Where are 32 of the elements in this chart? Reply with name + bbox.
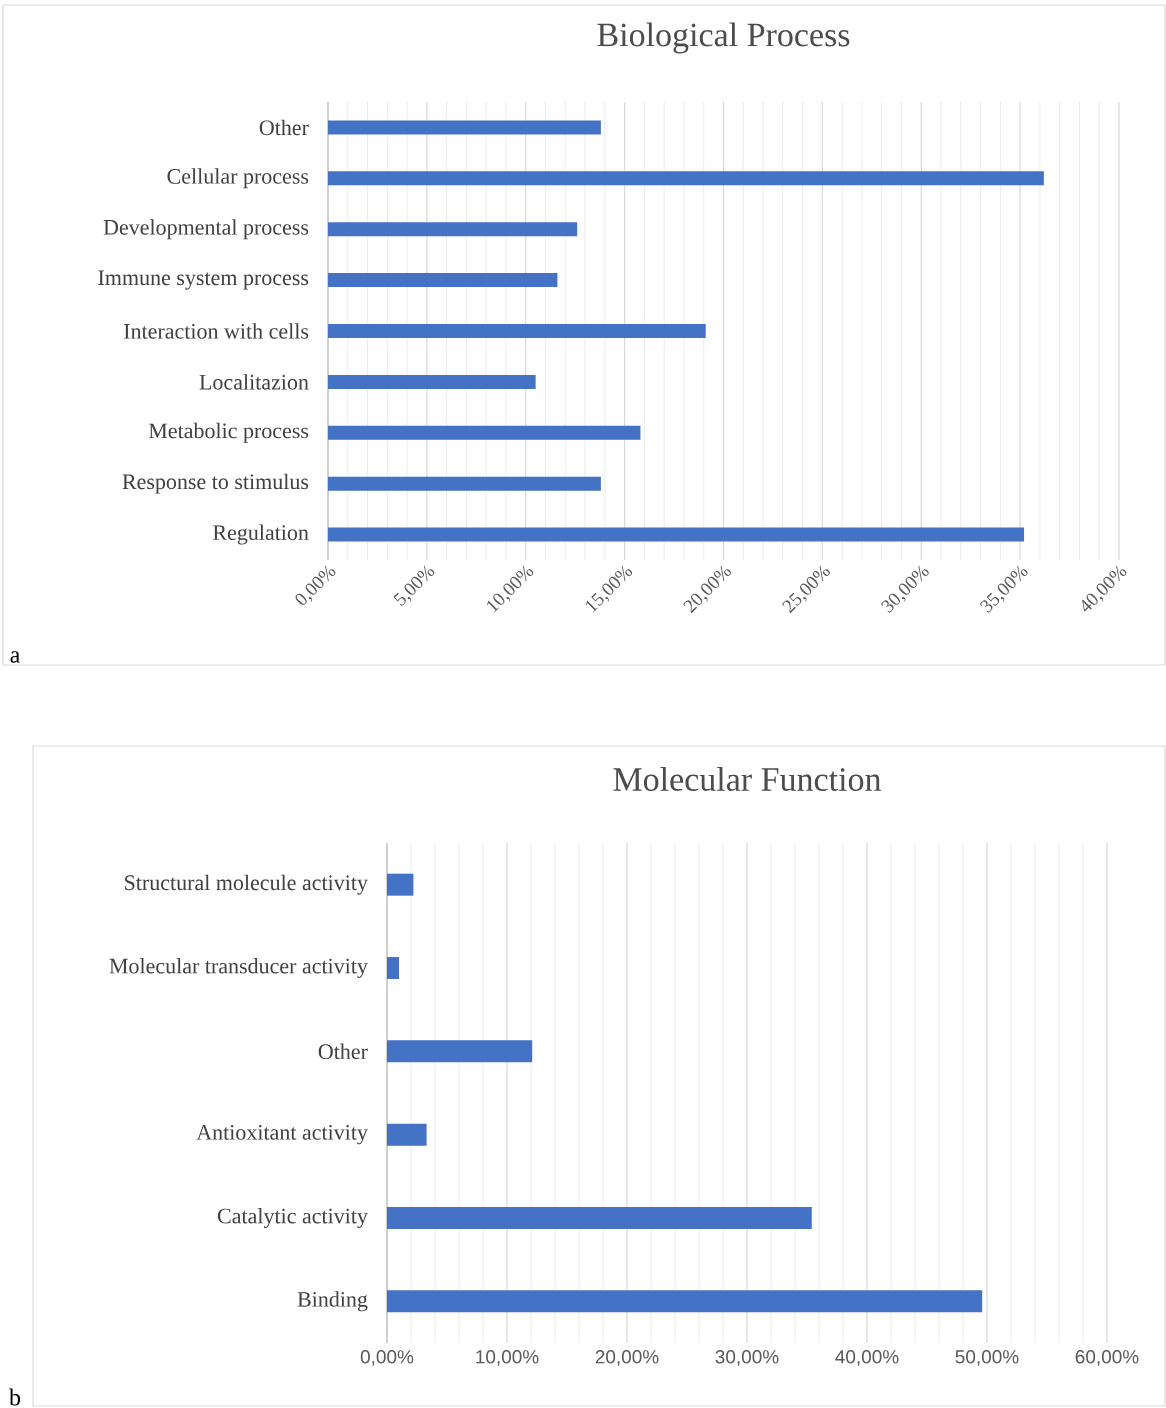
x-tick-label: 0,00% xyxy=(360,1350,414,1366)
y-tick-label: Structural molecule activity xyxy=(125,874,368,895)
chart-title: Biological Process xyxy=(597,22,850,54)
y-tick-label: Cellular process xyxy=(167,168,309,189)
y-tick-label: Molecular transducer activity xyxy=(109,958,368,978)
y-tick-label: Catalytic activity xyxy=(217,1208,368,1228)
x-tick-label: 60,00% xyxy=(1075,1350,1139,1366)
y-tick-label: Other xyxy=(259,119,309,136)
y-tick-label: Antioxitant activity xyxy=(196,1125,368,1145)
x-tick-label: 40,00% xyxy=(835,1350,899,1366)
bar xyxy=(387,1207,812,1229)
y-tick-label: Developmental process xyxy=(103,219,309,240)
bar xyxy=(387,957,399,979)
y-tick-label: Other xyxy=(318,1043,368,1060)
bar xyxy=(387,1123,427,1146)
y-tick-label: Regulation xyxy=(213,524,309,545)
y-tick-label: Response to stimulus xyxy=(122,473,309,494)
text: a xyxy=(10,651,20,663)
x-tick-label: 50,00% xyxy=(955,1350,1019,1366)
y-tick-label: Interaction with cells xyxy=(124,323,309,339)
chart-title: Molecular Function xyxy=(613,767,882,791)
bar xyxy=(387,1040,533,1063)
bar xyxy=(387,1290,983,1313)
bar xyxy=(387,873,414,896)
y-tick-label: Localitazion xyxy=(199,374,309,390)
text: b xyxy=(9,1388,21,1406)
x-tick-label: 30,00% xyxy=(715,1350,779,1366)
x-tick-label: 20,00% xyxy=(595,1350,659,1366)
x-tick-label: 10,00% xyxy=(476,1350,539,1366)
y-tick-label: Binding xyxy=(297,1291,368,1312)
y-tick-label: Metabolic process xyxy=(148,422,309,443)
y-tick-label: Immune system process xyxy=(98,270,309,290)
